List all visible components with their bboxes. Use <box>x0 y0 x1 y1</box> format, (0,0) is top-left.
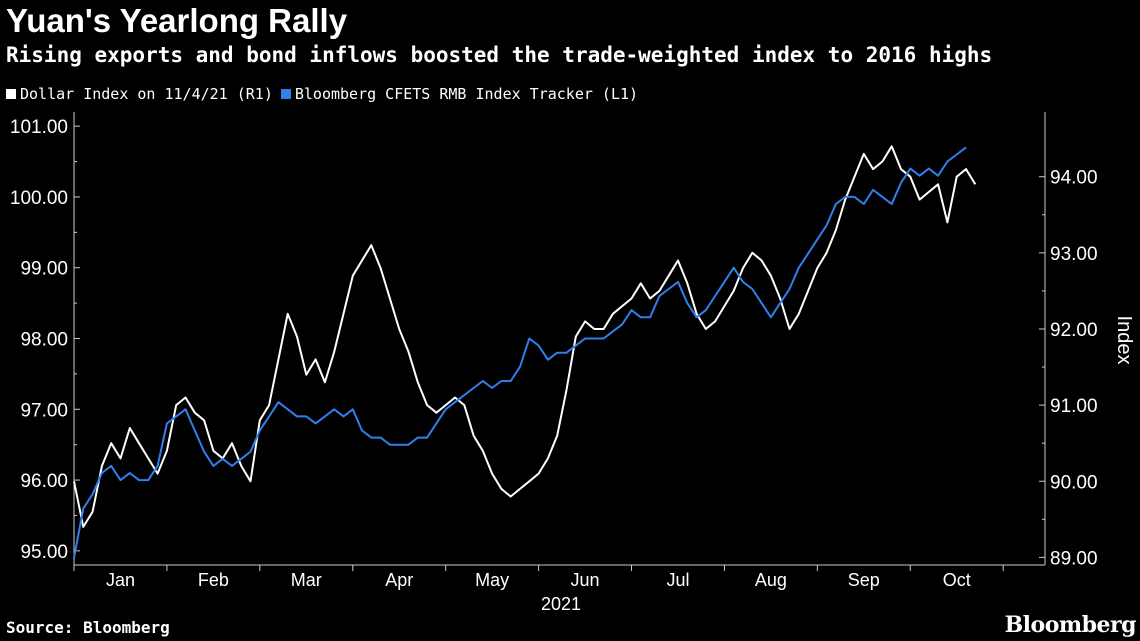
legend-item-cfets-index: Bloomberg CFETS RMB Index Tracker (L1) <box>280 85 639 103</box>
left-axis-tick-label: 100.00 <box>10 188 68 209</box>
x-axis-tick-label: Jun <box>571 570 600 590</box>
chart-subtitle: Rising exports and bond inflows boosted … <box>6 43 993 67</box>
x-axis-tick-label: Feb <box>198 570 229 590</box>
chart-title: Yuan's Yearlong Rally <box>6 2 348 39</box>
right-axis-label: Index <box>1113 316 1135 365</box>
legend-label-cfets-index: Bloomberg CFETS RMB Index Tracker (L1) <box>294 85 639 103</box>
left-axis-tick-label: 98.00 <box>20 330 68 351</box>
x-axis-tick-label: May <box>475 570 509 590</box>
bloomberg-logo: Bloomberg <box>1004 612 1137 638</box>
x-axis-tick-label: Jan <box>106 570 135 590</box>
right-axis-tick-label: 93.00 <box>1050 244 1098 265</box>
legend-label-dollar-index: Dollar Index on 11/4/21 (R1) <box>20 85 273 103</box>
left-axis-tick-label: 101.00 <box>10 117 68 138</box>
x-axis-tick-label: Oct <box>943 570 971 590</box>
legend: Dollar Index on 11/4/21 (R1) Bloomberg C… <box>6 85 646 103</box>
series-line-cfets-index <box>73 146 967 559</box>
x-axis: Jan Feb Mar Apr May Jun Jul Aug Sep Oct <box>73 564 1045 590</box>
right-axis-tick-label: 94.00 <box>1050 168 1098 189</box>
x-axis-tick-label: Sep <box>848 570 880 590</box>
series-line-dollar-index <box>73 145 977 528</box>
left-axis-tick-label: 96.00 <box>20 471 68 492</box>
series-layer <box>73 145 977 559</box>
source-note: Source: Bloomberg <box>6 618 170 637</box>
left-axis: 95.00 96.00 97.00 98.00 99.00 100.00 101.00 <box>10 112 80 565</box>
x-axis-tick-label: Aug <box>755 570 787 590</box>
left-axis-tick-label: 97.00 <box>20 400 68 421</box>
right-axis-tick-label: 89.00 <box>1050 548 1098 569</box>
x-axis-tick-label: Jul <box>666 570 689 590</box>
x-axis-label: 2021 <box>541 594 581 614</box>
legend-swatch-cfets-index <box>280 89 291 99</box>
left-axis-tick-label: 95.00 <box>20 542 68 563</box>
legend-swatch-dollar-index <box>6 89 16 99</box>
x-axis-tick-label: Mar <box>291 570 322 590</box>
right-axis-tick-label: 92.00 <box>1050 320 1098 341</box>
left-axis-tick-label: 99.00 <box>20 259 68 280</box>
x-axis-tick-label: Apr <box>385 570 413 590</box>
right-axis-tick-label: 91.00 <box>1050 396 1098 417</box>
right-axis: 89.00 90.00 91.00 92.00 93.00 94.00 <box>1039 112 1098 569</box>
right-axis-tick-label: 90.00 <box>1050 472 1098 493</box>
legend-item-dollar-index: Dollar Index on 11/4/21 (R1) <box>6 85 273 103</box>
